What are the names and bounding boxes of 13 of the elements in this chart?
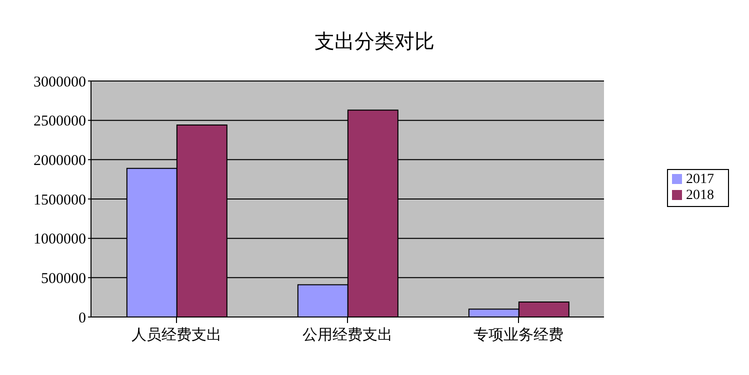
y-tick-label: 1500000 bbox=[34, 192, 86, 208]
y-tick-label: 2000000 bbox=[34, 152, 86, 169]
legend-label: 2017 bbox=[686, 172, 714, 186]
chart-title: 支出分类对比 bbox=[314, 30, 436, 55]
x-tick-label: 专项业务经费 bbox=[474, 326, 564, 344]
y-tick-label: 1000000 bbox=[34, 232, 86, 248]
x-tick-label: 人员经费支出 bbox=[132, 326, 222, 344]
y-tick-label: 0 bbox=[78, 310, 86, 326]
y-tick-label: 500000 bbox=[41, 270, 86, 287]
x-tick-label: 公用经费支出 bbox=[302, 326, 392, 344]
legend-label: 2018 bbox=[686, 188, 714, 202]
y-tick-label: 2500000 bbox=[34, 114, 86, 130]
y-tick-label: 3000000 bbox=[34, 74, 86, 90]
